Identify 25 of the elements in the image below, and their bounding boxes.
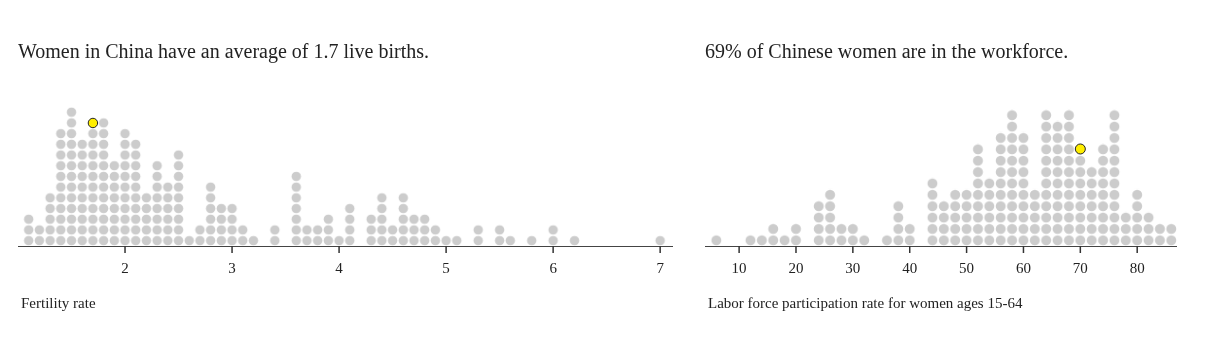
x-tick-label: 6 [549,260,558,276]
bar [269,224,281,246]
x-tick-label: 5 [442,260,450,276]
x-tick-label: 70 [1072,260,1088,276]
x-tick-label: 4 [335,260,344,276]
x-tick-label: 10 [731,260,747,276]
bar [547,224,559,246]
x-tick-label: 50 [959,260,975,276]
bar [526,235,538,246]
bar [654,235,666,246]
x-tick-label: 20 [788,260,804,276]
x-tick-label: 7 [656,260,665,276]
bar [710,234,723,246]
bar [569,235,580,246]
x-tick-label: 2 [121,260,129,276]
x-tick-label: 30 [845,260,861,276]
x-tick-label: 3 [228,260,236,276]
bar [472,224,484,246]
x-tick-label: 60 [1015,260,1031,276]
x-tick-label: 40 [902,260,918,276]
x-tick-label: 80 [1129,260,1145,276]
x-axis-title: Labor force participation rate for women ages 15-64 [708,295,1023,311]
chart-title: 69% of Chinese women are in the workforce. [705,40,1069,62]
x-axis-title: Fertility rate [21,295,96,311]
chart-title: Women in China have an average of 1.7 live births. [18,40,430,63]
